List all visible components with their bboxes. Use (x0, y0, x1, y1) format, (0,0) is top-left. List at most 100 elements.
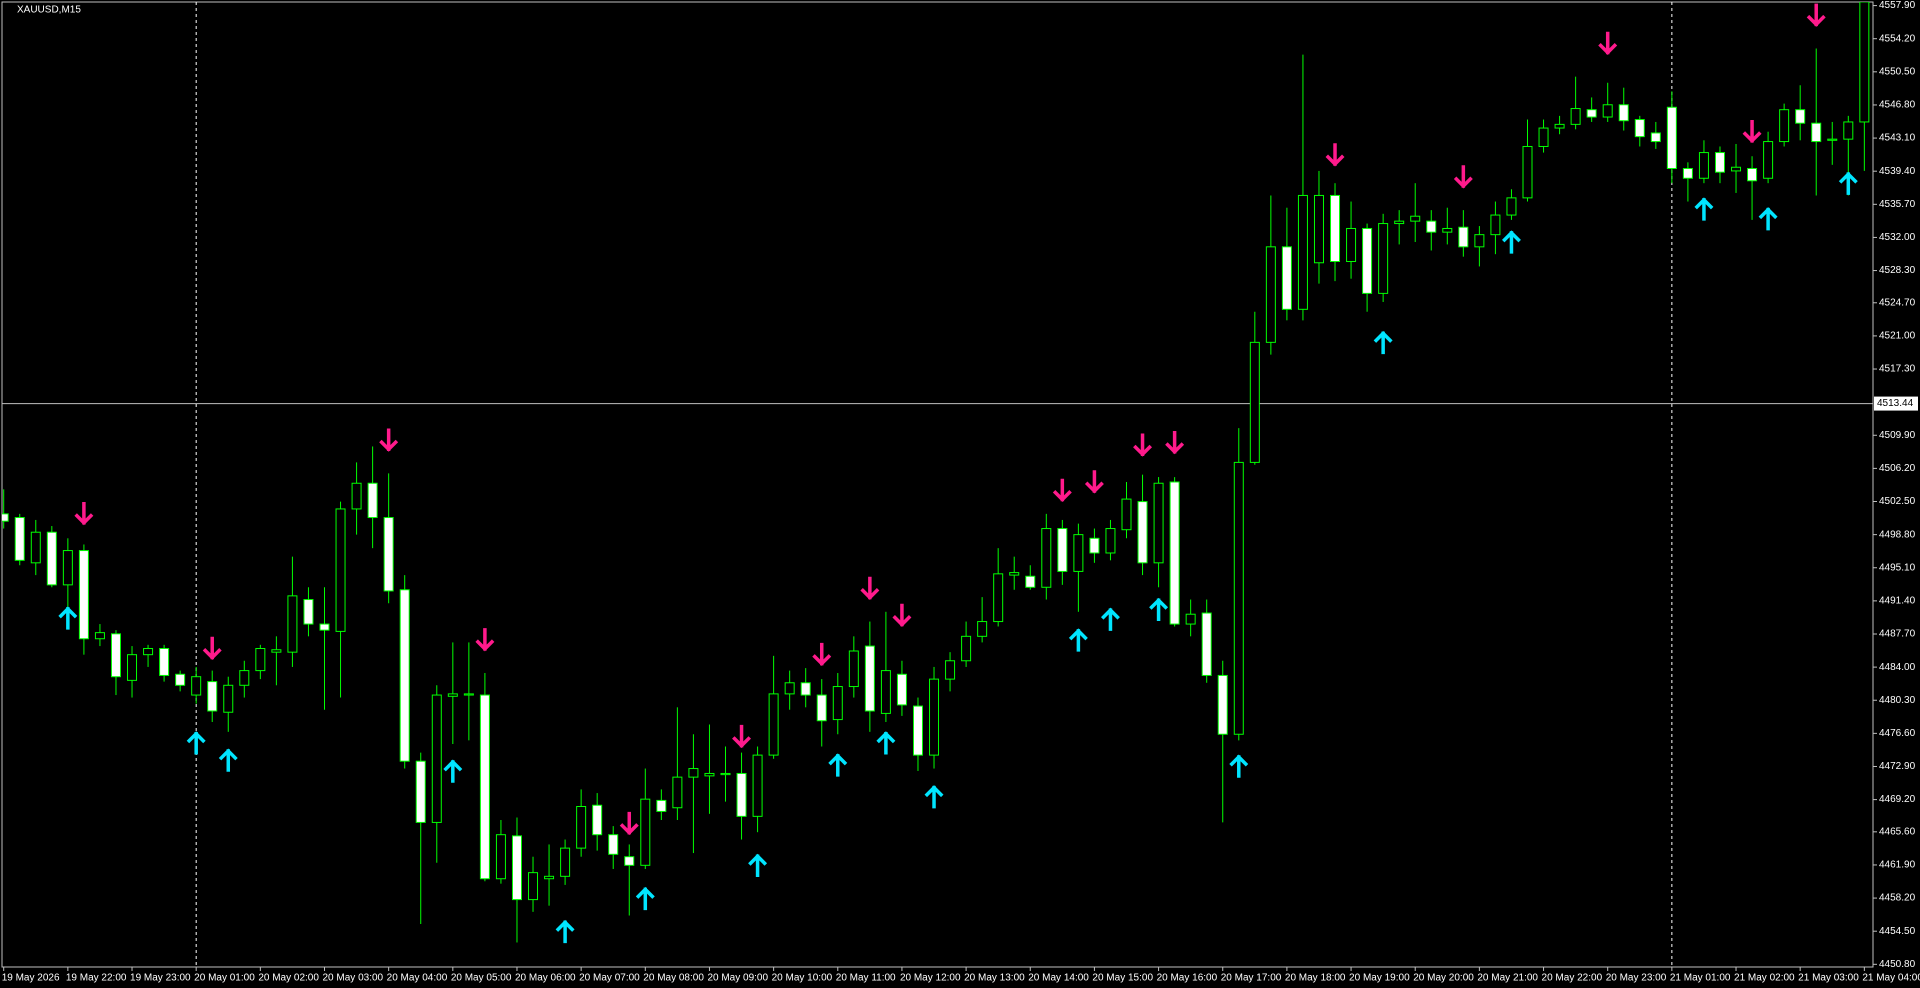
candle-body (415, 760, 426, 823)
candle-body (127, 654, 138, 681)
x-tick-label: 21 May 04:00 (1862, 973, 1920, 984)
x-tick-label: 19 May 2026 (2, 973, 60, 984)
y-tick-label: 4521.00 (1879, 331, 1916, 342)
buy-arrow (218, 748, 238, 772)
buy-arrow (1373, 330, 1393, 355)
candle-body (929, 678, 940, 756)
candle-body (752, 754, 763, 817)
candle-body (223, 684, 234, 713)
x-tick-label: 20 May 18:00 (1285, 973, 1346, 984)
x-tick-label: 20 May 06:00 (515, 973, 576, 984)
candle-body (14, 517, 25, 561)
y-tick-label: 4539.40 (1879, 166, 1916, 177)
candle-body (880, 670, 891, 714)
chart-title: XAUUSD,M15 (17, 5, 81, 16)
sell-arrow (619, 811, 639, 836)
y-tick-label: 4476.60 (1879, 728, 1916, 739)
candle-body (704, 772, 715, 777)
candle-body (1779, 109, 1790, 143)
x-tick-label: 20 May 15:00 (1092, 973, 1153, 984)
x-tick-label: 20 May 04:00 (387, 973, 448, 984)
candle-body (271, 649, 282, 653)
candle-body (479, 694, 490, 880)
buy-arrow (186, 731, 206, 755)
candle-body (351, 482, 362, 510)
candle-body (2, 513, 9, 522)
candle-body (94, 632, 105, 640)
candle-body (1474, 234, 1485, 248)
buy-arrow (1100, 607, 1120, 631)
candle-body (528, 872, 539, 901)
x-tick-label: 20 May 22:00 (1542, 973, 1603, 984)
candle-body (1346, 227, 1357, 263)
candle-body (431, 694, 442, 823)
candle-body (1458, 226, 1469, 248)
y-tick-label: 4554.20 (1879, 33, 1916, 44)
candle-body (1698, 152, 1709, 179)
x-tick-label: 20 May 05:00 (451, 973, 512, 984)
sell-arrow (1325, 143, 1345, 167)
buy-arrow (443, 759, 463, 783)
x-tick-label: 19 May 22:00 (66, 973, 127, 984)
candle-body (1554, 123, 1565, 129)
buy-arrow (1838, 171, 1858, 195)
candle-body (1602, 104, 1613, 118)
candle-body (1843, 121, 1854, 140)
x-tick-label: 20 May 01:00 (194, 973, 255, 984)
candle-body (640, 798, 651, 866)
buy-arrow (635, 886, 655, 911)
candle-body (46, 531, 57, 586)
price-label-box (1874, 396, 1918, 411)
candle-body (1281, 246, 1292, 310)
candle-body (864, 645, 875, 712)
buy-arrow (58, 606, 78, 630)
candle-body (784, 682, 795, 695)
candle-body (447, 693, 458, 697)
candle-body (62, 550, 73, 586)
sell-arrow (1165, 431, 1185, 455)
y-tick-label: 4465.60 (1879, 826, 1916, 837)
candle-body (1378, 223, 1389, 294)
y-tick-label: 4454.50 (1879, 926, 1916, 937)
candle-body (1650, 132, 1661, 143)
x-tick-label: 20 May 07:00 (579, 973, 640, 984)
candle-body (1538, 127, 1549, 147)
x-tick-label: 20 May 14:00 (1028, 973, 1089, 984)
candle-body (624, 856, 635, 866)
x-tick-label: 20 May 21:00 (1477, 973, 1538, 984)
candle-body (207, 681, 218, 712)
candle-body (1394, 220, 1405, 225)
plot-frame (1, 1, 1874, 968)
x-tick-label: 20 May 02:00 (258, 973, 319, 984)
candle-body (1859, 2, 1870, 123)
candle-body (1089, 537, 1100, 554)
sell-arrow (1052, 478, 1072, 502)
buy-arrow (1501, 230, 1521, 254)
candle-body (848, 650, 859, 688)
x-tick-label: 20 May 12:00 (900, 973, 961, 984)
sell-arrow (379, 428, 399, 452)
candle-body (255, 647, 266, 672)
candle-body (1330, 194, 1341, 263)
candle-body (1137, 501, 1148, 564)
candle-body (1009, 572, 1020, 576)
candle-body (961, 635, 972, 662)
candle-body (977, 621, 988, 637)
candle-body (495, 834, 506, 880)
x-tick-label: 20 May 23:00 (1606, 973, 1667, 984)
x-tick-label: 20 May 13:00 (964, 973, 1025, 984)
sell-arrow (892, 603, 912, 627)
candle-body (303, 599, 314, 625)
candle-body (1073, 534, 1084, 572)
buy-arrow (1229, 754, 1249, 778)
candle-body (463, 693, 474, 696)
price-label: 4513.44 (1877, 398, 1914, 409)
candle-body (239, 670, 250, 686)
sell-arrow (1742, 119, 1762, 144)
y-tick-label: 4469.20 (1879, 794, 1916, 805)
candle-body (1153, 482, 1164, 564)
candle-body (608, 834, 619, 855)
y-tick-label: 4491.40 (1879, 596, 1916, 607)
candle-body (1586, 109, 1597, 118)
